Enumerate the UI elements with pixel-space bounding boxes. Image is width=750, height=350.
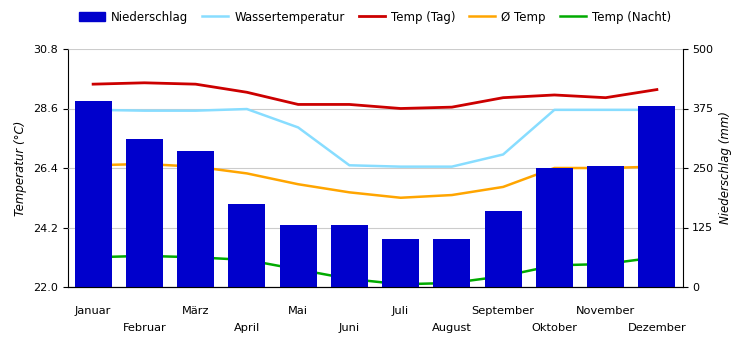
Text: Februar: Februar	[122, 323, 166, 333]
Legend: Niederschlag, Wassertemperatur, Temp (Tag), Ø Temp, Temp (Nacht): Niederschlag, Wassertemperatur, Temp (Ta…	[74, 6, 676, 28]
Bar	[638, 106, 675, 287]
Text: September: September	[472, 307, 535, 316]
Bar	[229, 204, 266, 287]
Text: Dezember: Dezember	[628, 323, 686, 333]
Bar	[331, 225, 368, 287]
Bar	[382, 239, 419, 287]
Text: Oktober: Oktober	[531, 323, 578, 333]
Text: Mai: Mai	[288, 307, 308, 316]
Bar	[126, 139, 163, 287]
Text: August: August	[432, 323, 472, 333]
Text: Juni: Juni	[339, 323, 360, 333]
Bar	[484, 211, 521, 287]
Bar	[177, 151, 214, 287]
Text: November: November	[576, 307, 635, 316]
Bar	[75, 102, 112, 287]
Bar	[536, 168, 573, 287]
Bar	[280, 225, 316, 287]
Text: April: April	[234, 323, 260, 333]
Bar	[433, 239, 470, 287]
Text: Januar: Januar	[75, 307, 111, 316]
Bar	[587, 166, 624, 287]
Y-axis label: Temperatur (°C): Temperatur (°C)	[14, 120, 27, 216]
Text: Juli: Juli	[392, 307, 410, 316]
Text: März: März	[182, 307, 209, 316]
Y-axis label: Niederschlag (mm): Niederschlag (mm)	[719, 112, 732, 224]
